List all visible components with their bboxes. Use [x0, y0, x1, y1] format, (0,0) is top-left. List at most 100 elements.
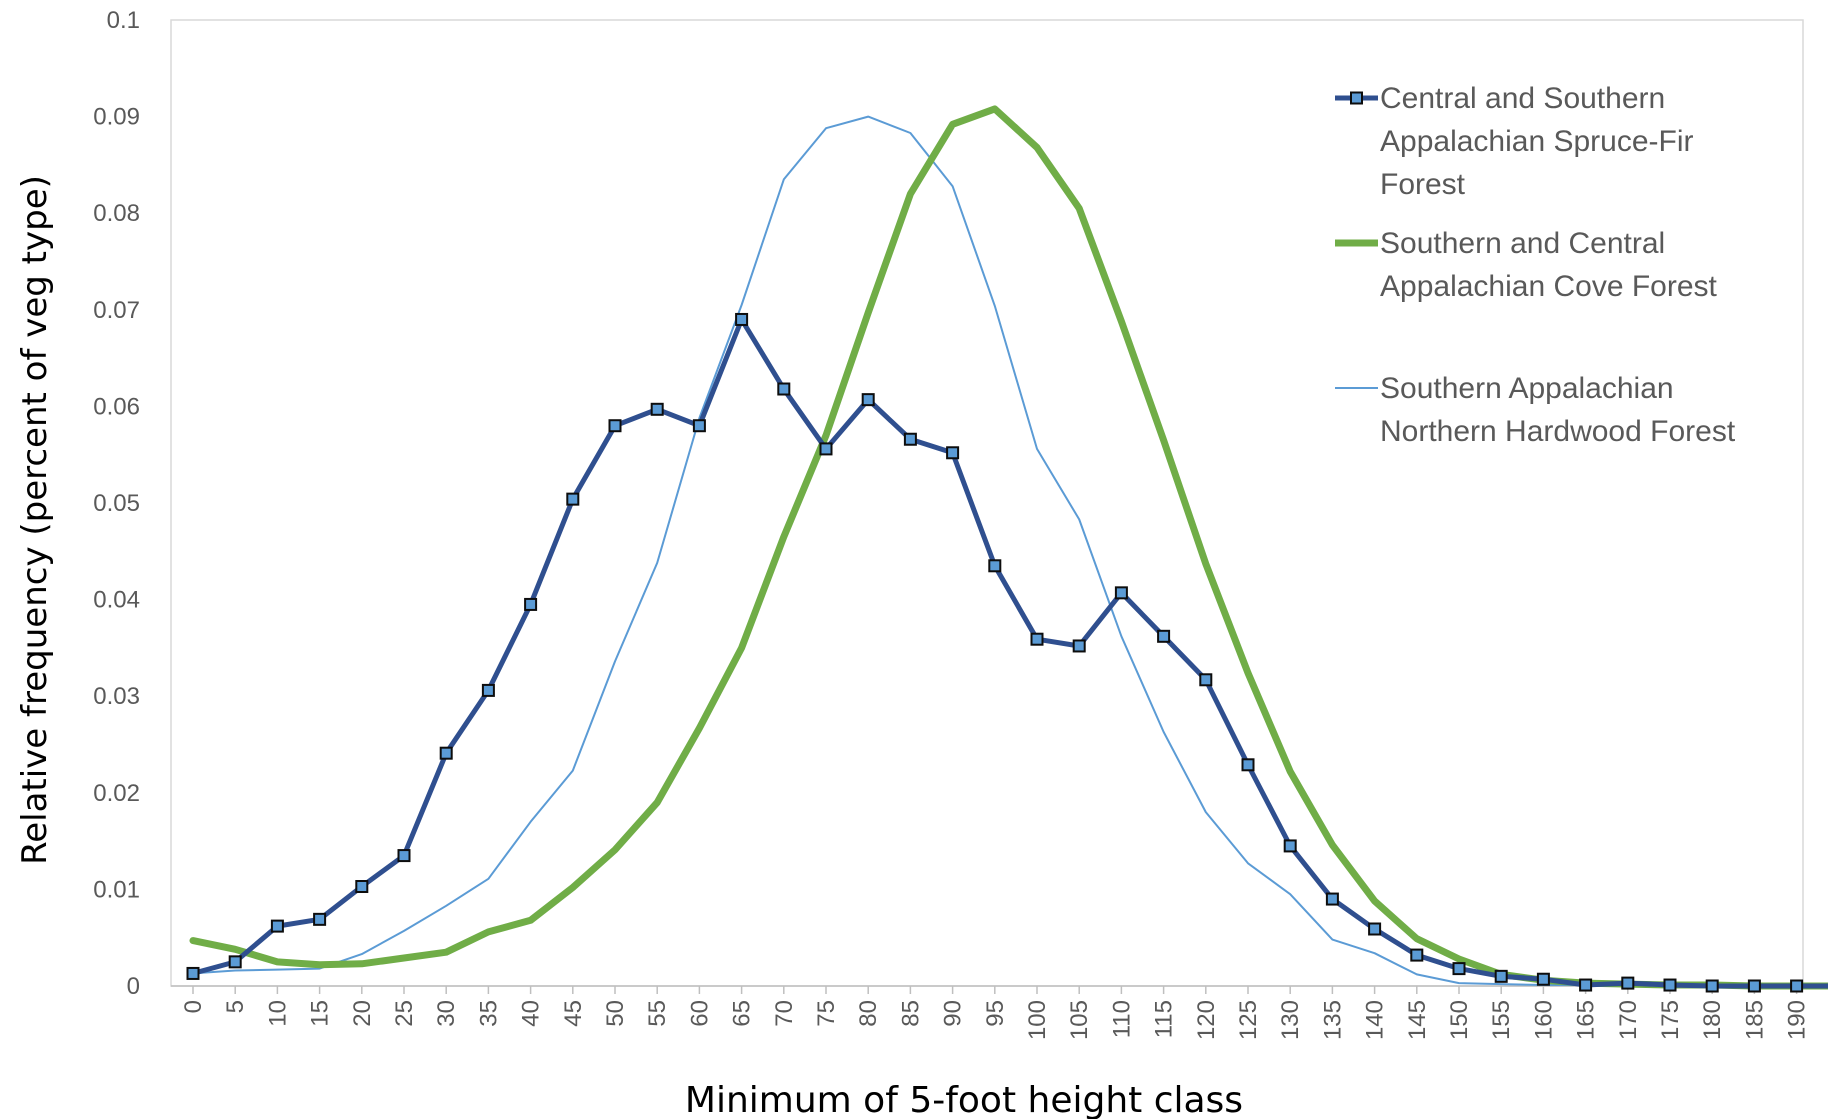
x-tick-label: 95 [982, 1000, 1009, 1027]
x-tick-label: 125 [1235, 1000, 1262, 1040]
x-tick-label: 120 [1193, 1000, 1220, 1040]
series-layer [186, 105, 1828, 993]
data-point-marker [1072, 639, 1086, 653]
y-tick-label: 0.03 [93, 683, 140, 710]
x-tick-label: 175 [1657, 1000, 1684, 1040]
data-point-marker [439, 746, 453, 760]
data-point-marker [1114, 586, 1128, 600]
y-tick-label: 0.05 [93, 490, 140, 517]
data-point-marker [228, 955, 242, 969]
x-tick-label: 20 [349, 1000, 376, 1027]
data-point-marker [1368, 922, 1382, 936]
y-tick-label: 0 [127, 973, 140, 1000]
legend: Central and Southern Appalachian Spruce-F… [1335, 82, 1736, 448]
data-point-marker [566, 492, 580, 506]
data-point-marker [1283, 839, 1297, 853]
data-point-marker [903, 432, 917, 446]
legend-label: Appalachian Spruce-Fir [1380, 125, 1694, 158]
x-tick-labels: 0 5 10 15 20 25 30 35 40 45 50 55 60 65 70 75 80 85 90 95 10… [180, 986, 1828, 1040]
legend-label: Northern Hardwood Forest [1380, 415, 1736, 448]
x-tick-label: 100 [1024, 1000, 1051, 1040]
legend-item-1: Southern and Central Appalachian Cove For… [1335, 227, 1718, 303]
data-point-marker [608, 419, 622, 433]
plot-frame [170, 19, 1804, 987]
x-tick-label: 170 [1615, 1000, 1642, 1040]
legend-label: Southern and Central [1380, 227, 1665, 260]
x-tick-label: 140 [1362, 1000, 1389, 1040]
data-point-marker [988, 559, 1002, 573]
data-point-marker [481, 683, 495, 697]
x-tick-label: 55 [644, 1000, 671, 1027]
y-tick-label: 0.1 [107, 7, 140, 34]
x-tick-label: 70 [771, 1000, 798, 1027]
x-tick-label: 135 [1319, 1000, 1346, 1040]
data-point-marker [1790, 979, 1804, 993]
x-tick-label: 75 [813, 1000, 840, 1027]
legend-label: Central and Southern [1380, 82, 1665, 115]
legend-label: Appalachian Cove Forest [1380, 270, 1718, 303]
x-tick-label: 90 [940, 1000, 967, 1027]
x-axis-title: Minimum of 5-foot height class [685, 1080, 1243, 1119]
data-point-marker [777, 382, 791, 396]
data-point-marker [397, 849, 411, 863]
data-point-marker [1325, 892, 1339, 906]
x-tick-label: 115 [1151, 1000, 1178, 1038]
data-point-marker [1747, 979, 1761, 993]
x-tick-label: 10 [264, 1000, 291, 1027]
data-point-marker [1579, 978, 1593, 992]
series-line [190, 317, 1828, 989]
legend-label: Forest [1380, 168, 1466, 201]
data-point-marker [692, 419, 706, 433]
legend-label: Southern Appalachian [1380, 372, 1674, 405]
x-tick-label: 0 [180, 1000, 207, 1013]
x-tick-label: 50 [602, 1000, 629, 1027]
y-tick-label: 0.09 [93, 104, 140, 131]
data-point-marker [650, 402, 664, 416]
x-tick-label: 80 [855, 1000, 882, 1027]
data-point-marker [1157, 629, 1171, 643]
data-point-marker [1663, 978, 1677, 992]
legend-swatch-marker [1350, 91, 1363, 105]
x-tick-label: 15 [307, 1000, 334, 1027]
data-point-marker [1621, 976, 1635, 990]
data-point-marker [861, 393, 875, 407]
data-point-marker [270, 919, 284, 933]
x-tick-label: 195 [1826, 1000, 1828, 1040]
data-point-marker [524, 597, 538, 611]
data-point-marker [946, 446, 960, 460]
x-tick-label: 30 [433, 1000, 460, 1027]
y-tick-label: 0.01 [93, 876, 140, 903]
x-tick-label: 160 [1530, 1000, 1557, 1040]
x-tick-label: 35 [475, 1000, 502, 1027]
data-point-marker [1410, 948, 1424, 962]
x-tick-label: 180 [1699, 1000, 1726, 1040]
x-tick-label: 25 [391, 1000, 418, 1027]
y-tick-label: 0.04 [93, 587, 140, 614]
x-tick-label: 185 [1741, 1000, 1768, 1040]
data-point-marker [1705, 979, 1719, 993]
x-tick-label: 45 [560, 1000, 587, 1027]
x-tick-label: 165 [1573, 1000, 1600, 1040]
data-point-marker [355, 880, 369, 894]
x-tick-label: 110 [1108, 1000, 1135, 1038]
x-tick-label: 155 [1488, 1000, 1515, 1040]
data-point-marker [1536, 972, 1550, 986]
x-tick-label: 60 [686, 1000, 713, 1027]
data-point-marker [1494, 969, 1508, 983]
x-tick-label: 145 [1404, 1000, 1431, 1040]
data-point-marker [1452, 962, 1466, 976]
data-point-marker [819, 442, 833, 456]
x-tick-label: 130 [1277, 1000, 1304, 1040]
legend-item-2: Southern Appalachian Northern Hardwood Fo… [1335, 372, 1736, 448]
data-point-marker [1030, 632, 1044, 646]
legend-item-0: Central and Southern Appalachian Spruce-F… [1335, 82, 1694, 201]
x-tick-label: 85 [897, 1000, 924, 1027]
y-tick-labels: 0 0.01 0.02 0.03 0.04 0.05 0.06 0.07 0.08 0.09 0.1 [93, 7, 140, 1000]
x-tick-label: 5 [222, 1000, 249, 1013]
data-point-marker [186, 966, 200, 980]
plot-area [170, 19, 1804, 987]
data-point-marker [313, 912, 327, 926]
x-tick-label: 65 [729, 1000, 756, 1027]
y-tick-label: 0.08 [93, 200, 140, 227]
